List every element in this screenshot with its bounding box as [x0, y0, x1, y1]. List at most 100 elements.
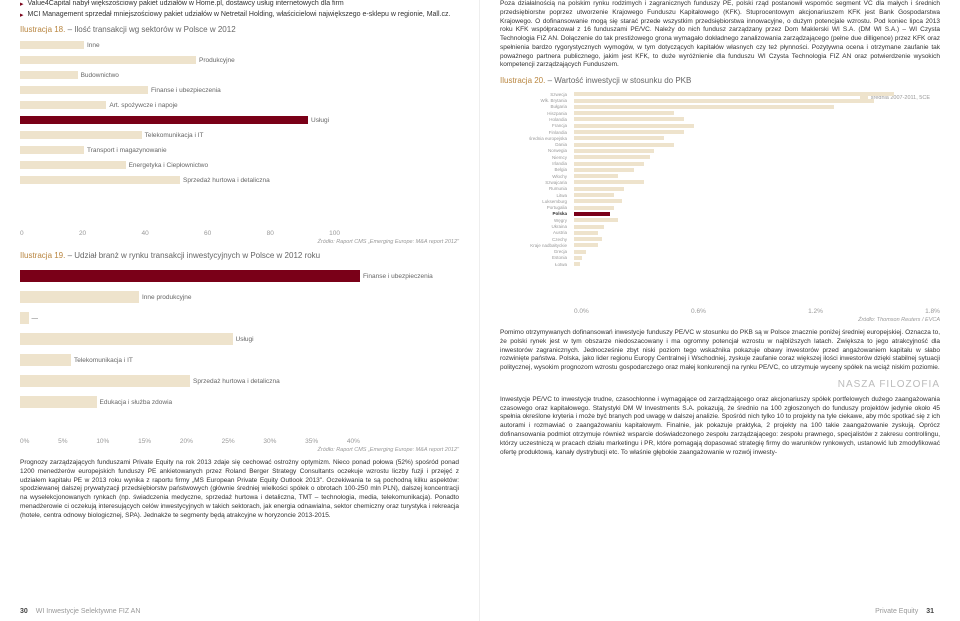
chart2: Finanse i ubezpieczenia Inne produkcyjne —…: [20, 266, 459, 436]
tick: 20%: [180, 438, 193, 445]
chart2-title: Ilustracja 19. – Udział branż w rynku tr…: [20, 251, 459, 260]
bar: [574, 225, 604, 229]
right-body2: Pomimo otrzymywanych dofinansowań inwest…: [500, 329, 940, 373]
country-label: Grecja: [500, 249, 570, 254]
bar: [20, 161, 126, 169]
bar-label: Transport i magazynowanie: [87, 147, 167, 154]
bar: [20, 86, 148, 94]
bar: [574, 206, 614, 210]
country-label: Bułgaria: [500, 104, 570, 109]
bar: [20, 396, 97, 408]
footer-left: 30 WI Inwestycje Selektywne FIZ AN: [20, 608, 140, 615]
bar-row: Transport i magazynowanie: [20, 143, 459, 157]
bar: [574, 174, 618, 178]
bar-row: Produkcyjne: [20, 53, 459, 67]
tick: 40: [141, 230, 148, 237]
bar: [574, 199, 622, 203]
country-label: Austria: [500, 230, 570, 235]
country-label: Finlandia: [500, 130, 570, 135]
tick: 0: [20, 230, 24, 237]
bullet-list: Value4Capital nabył większościowy pakiet…: [20, 0, 459, 19]
bar-label: Finanse i ubezpieczenia: [151, 87, 221, 94]
tick: 0%: [20, 438, 29, 445]
page-number: 30: [20, 608, 28, 615]
bar-label: Art. spożywcze i napoje: [109, 102, 177, 109]
bar: [574, 149, 654, 153]
bar-label: Telekomunikacja i IT: [74, 357, 133, 364]
bar-label: Budownictwo: [81, 72, 119, 79]
bar: [574, 130, 684, 134]
bar: [20, 56, 196, 64]
tick: 20: [79, 230, 86, 237]
country-label: Łotwa: [500, 262, 570, 267]
country-label: Holandia: [500, 117, 570, 122]
bar: [574, 136, 664, 140]
bar: [574, 256, 582, 260]
bar: [574, 212, 610, 216]
bar: [574, 162, 644, 166]
bar: [574, 143, 674, 147]
bar: [20, 333, 233, 345]
bar-row: Inne produkcyjne: [20, 287, 459, 307]
country-label: Szwecja: [500, 92, 570, 97]
bar-row: Telekomunikacja i IT: [20, 128, 459, 142]
chart1-source: Źródło: Raport CMS „Emerging Europe: M&A…: [20, 239, 459, 245]
tick: 25%: [222, 438, 235, 445]
bar-row: Usługi: [20, 113, 459, 127]
bar-row: Energetyka i Ciepłownictwo: [20, 158, 459, 172]
bar: [574, 218, 618, 222]
bar-row: Usługi: [20, 329, 459, 349]
footer-right: Private Equity 31: [875, 608, 940, 615]
country-label: Rumunia: [500, 186, 570, 191]
chart3-source: Źródło: Thomson Reuters / EVCA: [500, 317, 940, 323]
tick: 1.8%: [925, 308, 940, 315]
bar-row: Edukacja i służba zdowia: [20, 392, 459, 412]
bar: [20, 312, 29, 324]
bar-row: Finanse i ubezpieczenia: [20, 83, 459, 97]
bar: [20, 131, 142, 139]
chart1: Inne Produkcyjne Budownictwo Finanse i ubez…: [20, 38, 459, 228]
tick: 30%: [263, 438, 276, 445]
page-right: Poza działalnością na polskim rynku rodz…: [480, 0, 960, 621]
country-label: Węgry: [500, 218, 570, 223]
country-label: Norwegia: [500, 148, 570, 153]
bar-row: Art. spożywcze i napoje: [20, 98, 459, 112]
bar-row: —: [20, 308, 459, 328]
bar: [20, 354, 71, 366]
chart3-title: Ilustracja 20. – Wartość inwestycji w st…: [500, 76, 940, 85]
tick: 0.0%: [574, 308, 589, 315]
bar: [20, 291, 139, 303]
bar-label: Sprzedaż hurtowa i detaliczna: [183, 177, 270, 184]
country-label: Szwajcaria: [500, 180, 570, 185]
chart3-axis: 0.0%0.6%1.2%1.8%: [574, 308, 940, 315]
chart2-source: Źródło: Raport CMS „Emerging Europe: M&A…: [20, 447, 459, 453]
country-label: Francja: [500, 123, 570, 128]
bar: [574, 105, 834, 109]
country-label: Hiszpania: [500, 111, 570, 116]
country-label: Portugalia: [500, 205, 570, 210]
bar-label: Inne: [87, 42, 100, 49]
country-label: Polska: [500, 211, 570, 216]
chart1-title: Ilustracja 18. – Ilość transakcji wg sek…: [20, 25, 459, 34]
bar: [574, 99, 874, 103]
bar-row: Sprzedaż hurtowa i detaliczna: [20, 371, 459, 391]
bar-row: Finanse i ubezpieczenia: [20, 266, 459, 286]
bar: [20, 176, 180, 184]
bar: [574, 262, 580, 266]
tick: 80: [267, 230, 274, 237]
tick: 15%: [138, 438, 151, 445]
tick: 5%: [58, 438, 67, 445]
bar: [574, 111, 674, 115]
page-number: 31: [926, 608, 934, 615]
left-body: Prognozy zarządzających funduszami Priva…: [20, 459, 459, 520]
bar: [574, 180, 644, 184]
bar: [20, 270, 360, 282]
bar: [574, 187, 624, 191]
country-label: Niemcy: [500, 155, 570, 160]
bar-label: Inne produkcyjne: [142, 294, 192, 301]
tick: 100: [329, 230, 340, 237]
bar: [20, 116, 308, 124]
bar: [574, 250, 586, 254]
country-label: Włochy: [500, 174, 570, 179]
tick: 40%: [347, 438, 360, 445]
